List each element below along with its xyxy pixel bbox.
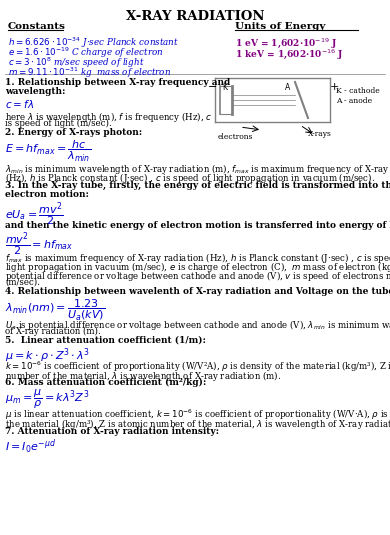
Text: 1 keV = 1,602·10$^{-16}$ J: 1 keV = 1,602·10$^{-16}$ J [235,48,344,62]
Text: $\mu = k \cdot \rho \cdot Z^3 \cdot \lambda^3$: $\mu = k \cdot \rho \cdot Z^3 \cdot \lam… [5,346,90,364]
Text: Constants: Constants [8,22,66,31]
Text: A: A [285,83,290,92]
Text: X-RAY RADIATION: X-RAY RADIATION [126,10,264,23]
Text: Units of Energy: Units of Energy [235,22,325,31]
Text: electrons: electrons [218,133,254,141]
Text: wavelength:: wavelength: [5,87,66,96]
Text: 1. Relationship between X-ray frequency and: 1. Relationship between X-ray frequency … [5,78,230,87]
Text: K: K [222,83,227,92]
Text: $k = 10^{-6}$ is coefficient of proportionality (W/V²A), $\rho$ is density of th: $k = 10^{-6}$ is coefficient of proporti… [5,360,390,374]
Text: electron motion:: electron motion: [5,190,89,199]
Text: (m/sec).: (m/sec). [5,278,40,287]
Text: $\lambda_{min}$ is minimum wavelength of X-ray radiation (m), $f_{max}$ is maxim: $\lambda_{min}$ is minimum wavelength of… [5,162,390,176]
Text: $c = f\lambda$: $c = f\lambda$ [5,98,34,110]
Text: $E = hf_{max} = \dfrac{hc}{\lambda_{min}}$: $E = hf_{max} = \dfrac{hc}{\lambda_{min}… [5,139,91,164]
Text: 1 eV = 1,602·10$^{-19}$ J: 1 eV = 1,602·10$^{-19}$ J [235,37,337,50]
Text: $f_{max}$ is maximum frequency of X-ray radiation (Hz), $h$ is Planck constant (: $f_{max}$ is maximum frequency of X-ray … [5,251,390,265]
Text: $h = 6.626 \cdot 10^{-34}$ J·sec Planck constant: $h = 6.626 \cdot 10^{-34}$ J·sec Planck … [8,36,179,50]
Text: $U_a$ is potential difference or voltage between cathode and anode (V), $\lambda: $U_a$ is potential difference or voltage… [5,318,390,332]
Text: 2. Energy of X-rays photon:: 2. Energy of X-rays photon: [5,128,142,137]
Text: of X-ray radiation (m).: of X-ray radiation (m). [5,327,101,336]
Text: A - anode: A - anode [336,97,372,105]
Text: (Hz), $h$ is Planck constant (J·sec) , $c$ is speed of light propagation in vacu: (Hz), $h$ is Planck constant (J·sec) , $… [5,171,375,185]
Text: is speed of light (m/sec).: is speed of light (m/sec). [5,119,112,128]
Text: $I = I_0 e^{-\mu d}$: $I = I_0 e^{-\mu d}$ [5,438,56,456]
Text: 3. In the X-ray tube, firstly, the energy of electric field is transformed into : 3. In the X-ray tube, firstly, the energ… [5,181,390,190]
Text: 7. Attenuation of X-ray radiation intensity:: 7. Attenuation of X-ray radiation intens… [5,427,219,436]
Text: potential difference or voltage between cathode and anode (V), $v$ is speed of e: potential difference or voltage between … [5,269,390,283]
Text: $e = 1.6 \cdot 10^{-19}$ C charge of electron: $e = 1.6 \cdot 10^{-19}$ C charge of ele… [8,46,164,60]
Text: $c = 3 \cdot 10^{8}$ m/sec speed of light: $c = 3 \cdot 10^{8}$ m/sec speed of ligh… [8,56,145,71]
Text: $eU_a = \dfrac{mv^2}{2}$: $eU_a = \dfrac{mv^2}{2}$ [5,201,64,229]
Text: $\dfrac{mv^2}{2} = hf_{max}$: $\dfrac{mv^2}{2} = hf_{max}$ [5,231,73,259]
Text: $\mu_m = \dfrac{\mu}{\rho} = k\lambda^3 Z^3$: $\mu_m = \dfrac{\mu}{\rho} = k\lambda^3 … [5,388,90,411]
Text: 5.  Linear attenuation coefficient (1/m):: 5. Linear attenuation coefficient (1/m): [5,336,206,345]
Text: here $\lambda$ is wavelength (m), $f$ is frequency (Hz), $c$: here $\lambda$ is wavelength (m), $f$ is… [5,110,212,124]
Text: light propagation in vacuum (m/sec), $e$ is charge of electron (C),  $m$ mass of: light propagation in vacuum (m/sec), $e$… [5,260,390,274]
Text: $m = 9.11 \cdot 10^{-31}$ kg  mass of electron: $m = 9.11 \cdot 10^{-31}$ kg mass of ele… [8,66,171,80]
Text: $\lambda_{min}(nm) = \dfrac{1.23}{U_a(kV)}$: $\lambda_{min}(nm) = \dfrac{1.23}{U_a(kV… [5,298,105,323]
Text: $\mu$ is linear attenuation coefficient, $k = 10^{-6}$ is coefficient of proport: $\mu$ is linear attenuation coefficient,… [5,408,390,423]
Text: the material (kg/m³), Z is atomic number of the material, $\lambda$ is wavelengt: the material (kg/m³), Z is atomic number… [5,417,390,431]
Text: and then the kinetic energy of electron motion is transferred into energy of X-r: and then the kinetic energy of electron … [5,221,390,230]
Text: 4. Relationship between wavelenth of X-ray radiation and Voltage on the tube:: 4. Relationship between wavelenth of X-r… [5,287,390,296]
Text: +: + [330,82,339,92]
Text: number of the material, $\lambda$ is wavelength of X-ray radiation (m).: number of the material, $\lambda$ is wav… [5,369,281,383]
Text: K - cathode: K - cathode [336,87,380,95]
Text: −: − [208,82,218,92]
Text: X-rays: X-rays [308,130,332,138]
Text: 6. Mass attenuation coefficient (m²/kg):: 6. Mass attenuation coefficient (m²/kg): [5,378,206,387]
